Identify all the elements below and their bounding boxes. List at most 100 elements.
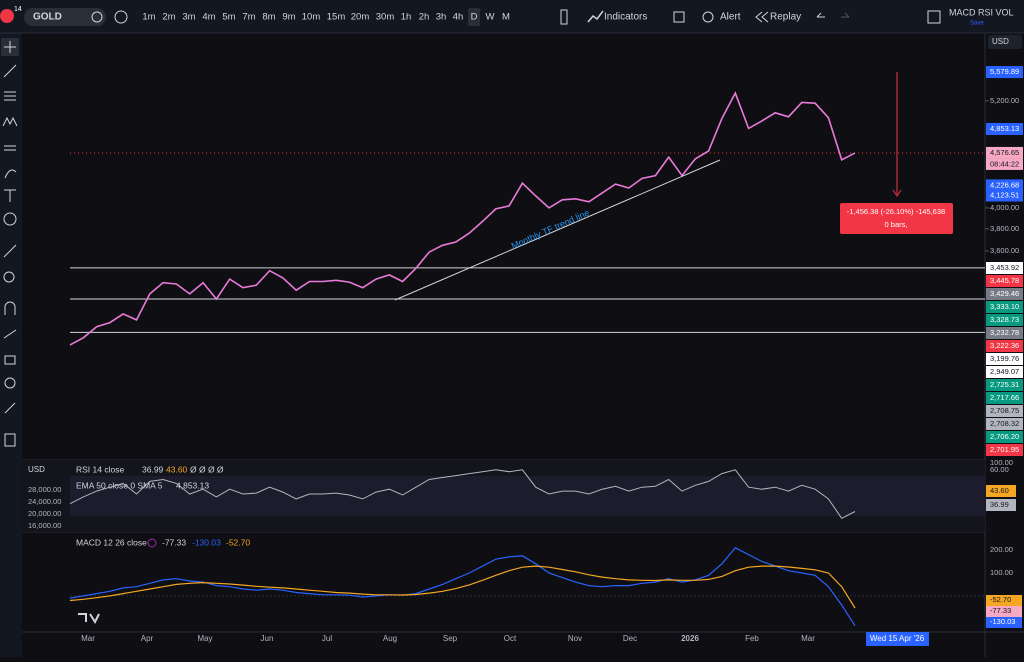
time-label: Sep bbox=[443, 634, 458, 643]
undo[interactable] bbox=[816, 12, 825, 18]
interval[interactable]: 2m bbox=[162, 12, 175, 23]
stack-label: 2,701.95 bbox=[990, 445, 1019, 454]
interval[interactable]: 10m bbox=[302, 12, 321, 23]
interval[interactable]: 8m bbox=[262, 12, 275, 23]
stack-badge bbox=[986, 340, 1023, 352]
tool-pencil[interactable] bbox=[3, 329, 17, 339]
tool-projection[interactable] bbox=[4, 145, 16, 151]
tool-text[interactable] bbox=[4, 189, 16, 202]
rsi-badge bbox=[986, 485, 1016, 497]
save-button[interactable]: Save bbox=[970, 21, 984, 27]
price-label: 4,226.68 bbox=[990, 180, 1019, 189]
stack-badge bbox=[986, 405, 1023, 417]
replay-button[interactable]: Replay bbox=[770, 12, 801, 23]
cursor-date-box bbox=[866, 632, 929, 646]
chart-type[interactable] bbox=[560, 9, 568, 25]
overlay-axis-label: 28,000.00 bbox=[28, 485, 61, 494]
interval[interactable]: 9m bbox=[282, 12, 295, 23]
stack-label: 2,717.66 bbox=[990, 393, 1019, 402]
pane-currency: USD bbox=[28, 465, 45, 474]
stack-badge bbox=[986, 327, 1023, 339]
time-label: Jun bbox=[261, 634, 274, 643]
price-label: 4,576.65 bbox=[990, 148, 1019, 157]
currency-select[interactable] bbox=[988, 35, 1022, 49]
layout-name[interactable]: MACD RSI VOL bbox=[949, 7, 1014, 17]
interval[interactable]: 4m bbox=[202, 12, 215, 23]
interval[interactable]: 5m bbox=[222, 12, 235, 23]
macd-line bbox=[69, 547, 856, 627]
interval[interactable]: 30m bbox=[376, 12, 395, 23]
time-label: Aug bbox=[383, 634, 397, 643]
badge: 14 bbox=[14, 6, 22, 13]
stack-badge bbox=[986, 301, 1023, 313]
tool-fib[interactable] bbox=[4, 91, 16, 101]
stack-label: 2,706.20 bbox=[990, 432, 1019, 441]
interval[interactable]: 20m bbox=[351, 12, 370, 23]
stack-label: 3,429.46 bbox=[990, 289, 1019, 298]
tool-zoom[interactable] bbox=[3, 271, 15, 283]
alert-button[interactable]: Alert bbox=[720, 12, 741, 23]
replay-icon bbox=[755, 11, 769, 23]
layout-checkbox[interactable] bbox=[927, 10, 941, 24]
price-label: 5,200.00 bbox=[990, 96, 1019, 105]
rsi-badge bbox=[986, 499, 1016, 511]
tool-eye[interactable] bbox=[4, 377, 16, 389]
time-label: Apr bbox=[141, 634, 154, 643]
tool-trend[interactable] bbox=[3, 64, 17, 78]
interval[interactable]: 7m bbox=[242, 12, 255, 23]
stack-badge bbox=[986, 314, 1023, 326]
macd-axis-label: 200.00 bbox=[990, 545, 1013, 554]
trend-line[interactable] bbox=[394, 159, 721, 301]
avatar[interactable] bbox=[0, 9, 14, 23]
symbol[interactable]: GOLD bbox=[33, 12, 62, 23]
tool-ruler[interactable] bbox=[3, 244, 17, 258]
ema-value: 4,853.13 bbox=[176, 480, 209, 490]
tool-emoji[interactable] bbox=[3, 212, 17, 226]
macd-reading: -130.03 bbox=[192, 537, 221, 547]
interval[interactable]: 15m bbox=[327, 12, 346, 23]
tool-lock[interactable] bbox=[4, 355, 16, 365]
interval[interactable]: W bbox=[486, 12, 495, 23]
interval[interactable]: 2h bbox=[419, 12, 430, 23]
time-label: Nov bbox=[568, 634, 582, 643]
stack-label: 3,222.36 bbox=[990, 341, 1019, 350]
time-label: Oct bbox=[504, 634, 517, 643]
stack-label: 3,328.73 bbox=[990, 315, 1019, 324]
currency[interactable]: USD bbox=[992, 37, 1009, 46]
templates[interactable] bbox=[673, 11, 685, 23]
tool-trash[interactable] bbox=[4, 433, 16, 447]
drawing-tools bbox=[1, 38, 19, 447]
stack-badge bbox=[986, 288, 1023, 300]
indicators-button[interactable]: Indicators bbox=[604, 12, 647, 23]
rsi-axis-label: 100.00 bbox=[990, 458, 1013, 467]
stack-label: 3,453.92 bbox=[990, 263, 1019, 272]
redo[interactable] bbox=[841, 12, 850, 18]
interval[interactable]: D bbox=[471, 12, 478, 23]
interval[interactable]: 1m bbox=[142, 12, 155, 23]
stack-badge bbox=[986, 444, 1023, 456]
tool-link[interactable] bbox=[4, 402, 16, 414]
price-label: 3,600.00 bbox=[990, 246, 1019, 255]
interval[interactable]: 3h bbox=[436, 12, 447, 23]
icon bbox=[91, 11, 103, 23]
tool-cross[interactable] bbox=[4, 41, 16, 53]
rsi-settings: Ø Ø Ø Ø bbox=[190, 464, 224, 474]
tool-brush[interactable] bbox=[4, 169, 17, 179]
rsi-line bbox=[69, 469, 856, 519]
interval[interactable]: 3m bbox=[182, 12, 195, 23]
tool-pattern[interactable] bbox=[2, 116, 18, 127]
time-label: Mar bbox=[801, 634, 815, 643]
interval[interactable]: 1h bbox=[401, 12, 412, 23]
stack-label: 2,708.75 bbox=[990, 406, 1019, 415]
rsi-axis-label: 36.99 bbox=[990, 500, 1009, 509]
add-symbol[interactable] bbox=[114, 10, 128, 24]
macd-badge bbox=[986, 606, 1022, 617]
cursor-date: Wed 15 Apr '26 bbox=[870, 634, 925, 643]
macd-badge bbox=[986, 617, 1022, 628]
stack-label: 3,232.78 bbox=[990, 328, 1019, 337]
symbol-search[interactable] bbox=[24, 8, 106, 26]
interval[interactable]: M bbox=[502, 12, 510, 23]
tool-magnet[interactable] bbox=[4, 301, 16, 315]
interval[interactable]: 4h bbox=[453, 12, 464, 23]
